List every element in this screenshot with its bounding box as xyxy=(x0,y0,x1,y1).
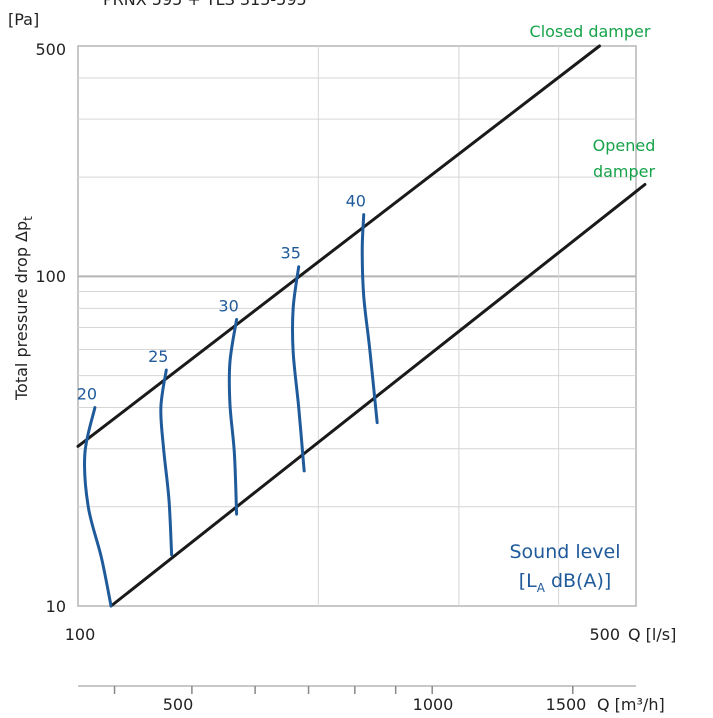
x2-axis-label: Q [m³/h] xyxy=(597,695,665,714)
chart-title: PRNX 595 + TLS 315-595 xyxy=(103,0,307,9)
series-line-1 xyxy=(109,183,647,608)
sound-curve-label-35: 35 xyxy=(281,244,301,263)
sound-curve-25 xyxy=(159,368,174,557)
sound-curve-35 xyxy=(290,265,306,473)
sound-level-curves: 20 25 30 35 40 xyxy=(77,192,379,608)
sound-curve-label-25: 25 xyxy=(148,347,168,366)
sound-curve-30 xyxy=(227,317,239,516)
x-tick-label-100: 100 xyxy=(65,625,96,644)
x2-tick-label-500: 500 xyxy=(163,695,194,714)
sound-curve-label-30: 30 xyxy=(218,296,238,315)
opened-damper-label-line2: damper xyxy=(593,162,656,181)
sound-curve-label-20: 20 xyxy=(77,385,97,404)
x2-axis-ticks xyxy=(113,686,574,694)
x2-tick-label-1000: 1000 xyxy=(413,695,454,714)
y-tick-label-500: 500 xyxy=(35,40,66,59)
grid xyxy=(78,46,636,606)
x2-tick-label-1500: 1500 xyxy=(546,695,587,714)
y-axis-unit: [Pa] xyxy=(8,10,39,29)
y-tick-label-100: 100 xyxy=(35,267,66,286)
x-tick-label-500: 500 xyxy=(589,625,620,644)
plot-area xyxy=(77,45,637,607)
y-axis-label: Total pressure drop Δpt xyxy=(12,216,35,401)
opened-damper-label-line1: Opened xyxy=(593,136,656,155)
sound-level-title: Sound level xyxy=(509,541,620,563)
y-tick-label-10: 10 xyxy=(46,597,66,616)
sound-level-unit: [LA dB(A)] xyxy=(519,570,612,595)
sound-curve-40 xyxy=(360,213,379,425)
sound-curve-20 xyxy=(83,406,113,608)
x-axis-label: Q [l/s] xyxy=(628,625,676,644)
sound-curve-label-40: 40 xyxy=(346,192,366,211)
closed-damper-label: Closed damper xyxy=(530,22,651,41)
